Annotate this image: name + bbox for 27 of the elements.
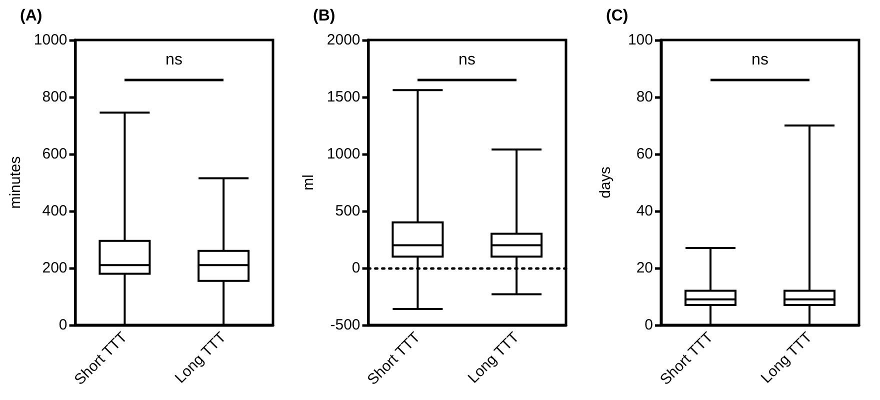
y-tick-label: 1500 [326,88,360,106]
annotation: ns [752,52,768,68]
y-tick-label: 200 [42,260,68,276]
y-axis-title: minutes [7,156,24,209]
y-tick-label: 0 [352,260,360,276]
y-tick-label: 100 [628,32,653,48]
y-tick-label: 40 [636,202,653,220]
y-tick-label: 0 [644,316,653,334]
y-tick-label: 0 [58,316,68,334]
y-tick-label: -500 [330,316,360,334]
y-axis-title: days [597,166,614,198]
y-tick-label: 600 [42,146,68,162]
y-tick-label: 400 [42,202,68,220]
y-tick-label: 80 [636,88,653,106]
y-tick-label: 800 [42,88,68,106]
chart-title: (B) [313,8,336,24]
y-tick-label: 1000 [326,146,360,162]
y-axis-title: ml [300,174,317,190]
chart-title: (C) [606,8,628,24]
annotation: ns [166,52,182,68]
y-tick-label: 500 [335,202,360,220]
y-tick-label: 2000 [326,32,360,48]
y-tick-label: 1000 [34,32,68,48]
annotation: ns [458,52,476,68]
y-tick-label: 60 [636,146,653,162]
chart-title: (A) [20,8,42,24]
y-tick-label: 20 [636,260,653,276]
